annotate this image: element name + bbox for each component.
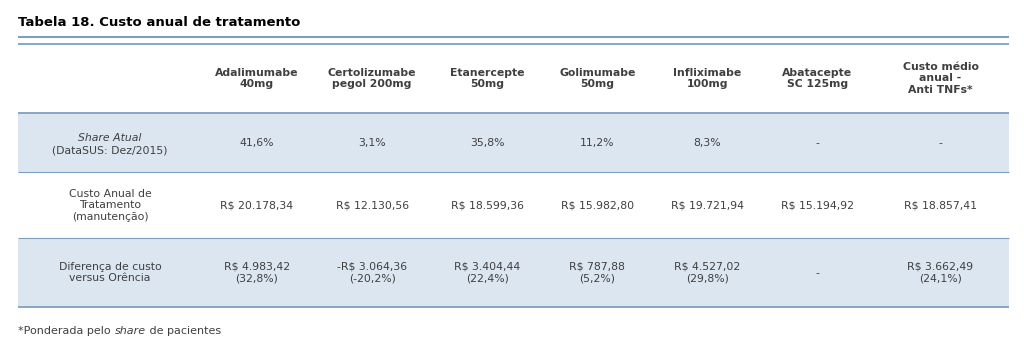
Text: R$ 19.721,94: R$ 19.721,94 [671,200,743,210]
Text: share: share [115,326,145,336]
Bar [18,238,1009,307]
Text: R$ 18.857,41: R$ 18.857,41 [904,200,977,210]
Text: 41,6%: 41,6% [240,138,274,147]
Text: *Ponderada pelo: *Ponderada pelo [18,326,115,336]
Text: R$ 3.404,44
(22,4%): R$ 3.404,44 (22,4%) [455,262,520,284]
Text: Adalimumabe
40mg: Adalimumabe 40mg [215,67,299,89]
Text: R$ 4.527,02
(29,8%): R$ 4.527,02 (29,8%) [674,262,740,284]
Text: -: - [815,138,819,147]
Text: Etanercepte
50mg: Etanercepte 50mg [451,67,524,89]
Text: de pacientes: de pacientes [145,326,221,336]
Text: R$ 787,88
(5,2%): R$ 787,88 (5,2%) [569,262,626,284]
Text: R$ 12.130,56: R$ 12.130,56 [336,200,409,210]
Text: Golimumabe
50mg: Golimumabe 50mg [559,67,636,89]
Bar [18,113,1009,172]
Text: -R$ 3.064,36
(-20,2%): -R$ 3.064,36 (-20,2%) [337,262,408,284]
Bar [18,44,1009,113]
Bar [18,172,1009,238]
Text: R$ 20.178,34: R$ 20.178,34 [220,200,294,210]
Text: Diferença de custo
versus Orência: Diferença de custo versus Orência [58,262,162,284]
Text: R$ 15.194,92: R$ 15.194,92 [781,200,854,210]
Text: Tabela 18. Custo anual de tratamento: Tabela 18. Custo anual de tratamento [18,16,301,29]
Text: R$ 15.982,80: R$ 15.982,80 [561,200,634,210]
Text: Share Atual: Share Atual [79,133,141,143]
Text: 8,3%: 8,3% [693,138,721,147]
Text: R$ 18.599,36: R$ 18.599,36 [451,200,524,210]
Text: R$ 3.662,49
(24,1%): R$ 3.662,49 (24,1%) [907,262,974,284]
Text: 11,2%: 11,2% [581,138,614,147]
Text: 3,1%: 3,1% [358,138,386,147]
Text: Custo médio
anual -
Anti TNFs*: Custo médio anual - Anti TNFs* [902,62,979,95]
Text: 35,8%: 35,8% [470,138,505,147]
Text: Custo Anual de
Tratamento
(manutenção): Custo Anual de Tratamento (manutenção) [69,189,152,222]
Text: Infliximabe
100mg: Infliximabe 100mg [673,67,741,89]
Text: Abatacepte
SC 125mg: Abatacepte SC 125mg [782,67,852,89]
Text: (DataSUS: Dez/2015): (DataSUS: Dez/2015) [52,145,168,155]
Text: -: - [815,268,819,278]
Text: R$ 4.983,42
(32,8%): R$ 4.983,42 (32,8%) [224,262,290,284]
Text: -: - [939,138,942,147]
Text: Certolizumabe
pegol 200mg: Certolizumabe pegol 200mg [328,67,417,89]
